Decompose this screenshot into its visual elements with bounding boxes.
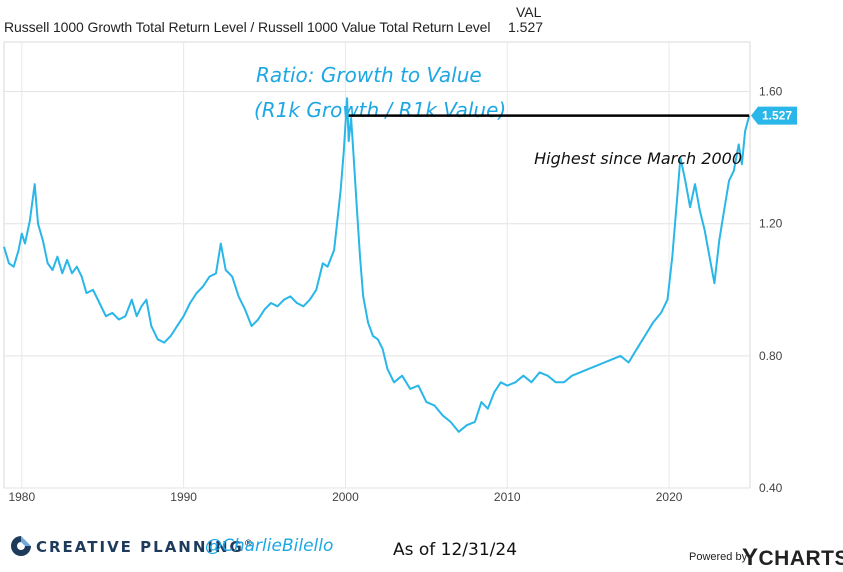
x-axis: 1980 1990 2000 2010 2020 (8, 490, 682, 504)
x-tick-label: 1990 (170, 490, 197, 504)
creative-planning-logo-icon (11, 536, 31, 556)
brand-text: CREATIVE PLANNING (36, 538, 244, 556)
y-tick-label: 1.20 (759, 217, 783, 231)
y-tick-label: 1.60 (759, 85, 783, 99)
chart-legend: Russell 1000 Growth Total Return Level /… (4, 4, 564, 42)
y-tick-label: 0.80 (759, 349, 783, 363)
ycharts-y: Y (742, 544, 759, 571)
annotation: Highest since March 2000 (534, 149, 742, 168)
val-header: VAL (516, 4, 542, 20)
series-group (3, 97, 751, 433)
x-tick-label: 2010 (494, 490, 521, 504)
ycharts-logo: YCHARTS (742, 544, 843, 572)
current-value-flag: 1.527 (751, 106, 797, 125)
chart-title: Ratio: Growth to Value (256, 63, 482, 87)
series-line (3, 97, 751, 433)
y-axis: 1.60 1.20 0.80 0.40 (759, 85, 783, 495)
powered-by-label: Powered by (689, 551, 748, 563)
chart-area[interactable]: 1980 1990 2000 2010 2020 1.60 1.20 0.80 0.40 Ra… (0, 0, 843, 530)
x-tick-label: 2020 (656, 490, 683, 504)
as-of-date: As of 12/31/24 (393, 540, 518, 560)
value-flag-shape (751, 106, 797, 125)
val-value: 1.527 (508, 19, 544, 35)
ycharts-rest: CHARTS (758, 547, 843, 570)
author-handle: @CharlieBilello (205, 536, 334, 556)
chart-subtitle: (R1k Growth / R1k Value) (254, 98, 506, 122)
x-tick-label: 1980 (8, 490, 35, 504)
value-flag-label: 1.527 (762, 109, 792, 123)
creative-planning-brand: CREATIVE PLANNING® (36, 538, 255, 556)
x-tick-label: 2000 (332, 490, 359, 504)
y-tick-label: 0.40 (759, 481, 783, 495)
series-name: Russell 1000 Growth Total Return Level /… (4, 19, 491, 35)
trademark: ® (243, 539, 255, 549)
